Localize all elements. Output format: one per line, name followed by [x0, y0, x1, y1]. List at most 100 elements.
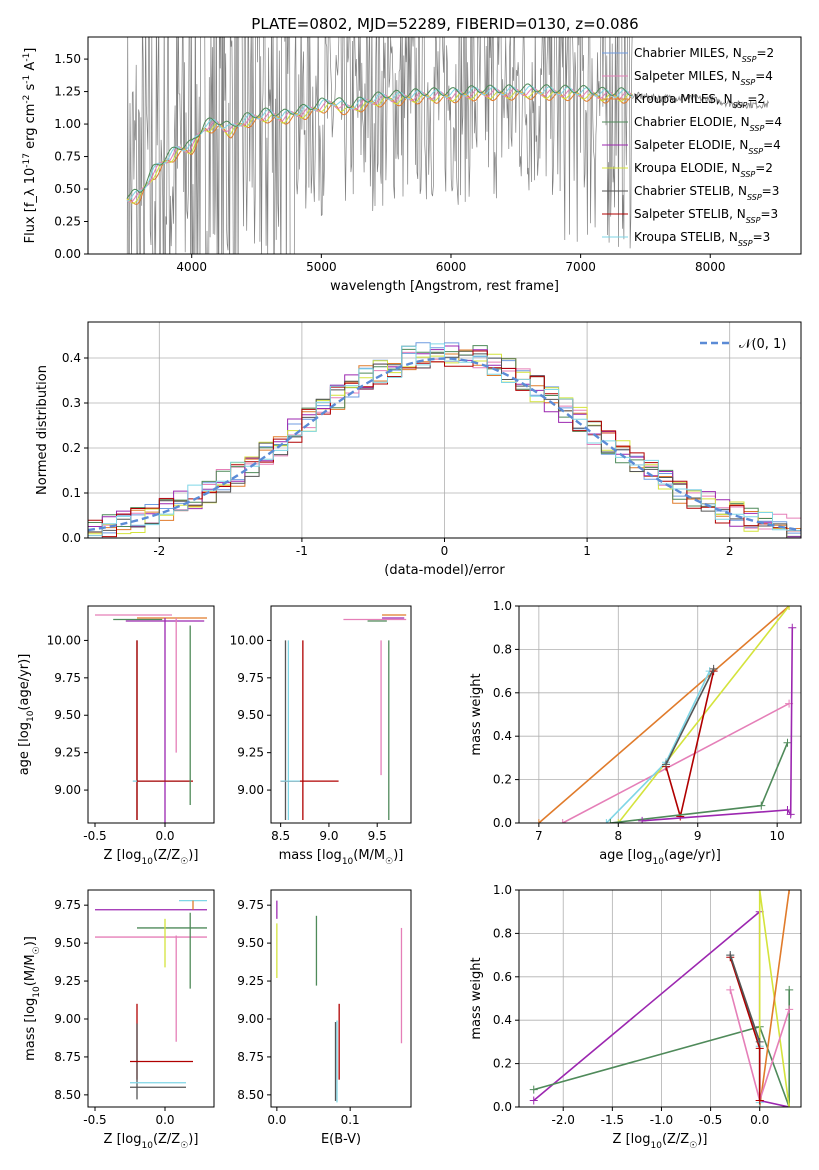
y-tick-label: 8.50 — [237, 1088, 264, 1102]
weight-line — [610, 742, 789, 823]
label-part: Chabrier STELIB, N — [634, 184, 747, 198]
x-tick-label: 0.0 — [750, 1113, 769, 1127]
x-tick-label: 10 — [770, 829, 785, 843]
x-tick-label: 9.0 — [319, 829, 338, 843]
label-part: SSP — [748, 147, 763, 156]
y-tick-label: 0.4 — [62, 351, 81, 365]
label-part: 10 — [342, 857, 354, 867]
spectrum-model-line — [126, 87, 633, 203]
panel-massweight-vs-Z: -2.0 -1.5 -1.0 -0.5 0.0 0.0 0.2 0.4 0.6 0.8 1.0 Z [… — [469, 883, 802, 1151]
residual-histogram — [88, 343, 801, 537]
y-tick-label: 0.4 — [493, 729, 512, 743]
label-part: Z [ — [104, 848, 122, 863]
weight-marker — [755, 1096, 764, 1105]
x-axis-label: Z [log10(Z/Z☉)] — [613, 1132, 708, 1151]
spectrum-model-line — [126, 85, 633, 202]
y-axis-label: mass weight — [469, 673, 484, 755]
weight-marker — [606, 819, 615, 823]
y-tick-label: 9.25 — [54, 974, 81, 988]
y-tick-label: 1.00 — [54, 117, 81, 131]
label-part: wavelength [Angstrom, rest frame] — [330, 279, 559, 294]
x-tick-label: 0 — [441, 544, 449, 558]
label-part: )] — [393, 848, 403, 863]
y-tick-label: 8.75 — [54, 1050, 81, 1064]
weight-marker — [602, 819, 611, 823]
y-axis-label: Normed distribution — [35, 365, 50, 495]
label-part: Salpeter ELODIE, N — [634, 138, 748, 152]
label-part: =3 — [762, 184, 780, 198]
y-tick-label: 9.75 — [54, 898, 81, 912]
label-part: age [ — [17, 742, 32, 775]
spectrum-data-tail — [632, 91, 769, 110]
x-tick-label: 0.0 — [155, 1113, 174, 1127]
weight-line — [538, 606, 790, 823]
label-part: 10 — [142, 857, 154, 867]
y-tick-label: 1.25 — [54, 85, 81, 99]
y-tick-label: 0.00 — [54, 247, 81, 261]
plot-area — [280, 614, 407, 821]
label-part: 10 — [651, 1141, 663, 1151]
label-part: 10 — [26, 710, 36, 722]
y-tick-label: 0.2 — [493, 1057, 512, 1071]
plot-area — [529, 890, 794, 1107]
weight-marker — [755, 890, 764, 894]
label-part: 10 — [652, 857, 664, 867]
label-part: =2 — [755, 161, 773, 175]
label-part: mass [ — [279, 848, 322, 863]
plot-area — [95, 899, 207, 1100]
y-tick-label: 9.75 — [237, 671, 264, 685]
label-part: age [ — [599, 848, 632, 863]
label-part: (M/M — [353, 848, 385, 863]
x-tick-label: 7 — [535, 829, 543, 843]
label-part: A — [23, 62, 38, 75]
x-tick-label: -1.5 — [601, 1113, 624, 1127]
label-part: Chabrier MILES, N — [634, 46, 742, 60]
y-tick-label: 0.8 — [493, 926, 512, 940]
label-part: -2 — [22, 95, 32, 104]
weight-marker — [785, 606, 794, 610]
label-part: SSP — [741, 78, 756, 87]
y-tick-label: 9.75 — [54, 671, 81, 685]
x-axis-label: Z [log10(Z/Z☉)] — [104, 1132, 199, 1151]
y-tick-label: 0.6 — [493, 970, 512, 984]
label-part: SSP — [738, 239, 753, 248]
label-part: Salpeter STELIB, N — [634, 207, 746, 221]
legend-entry: Kroupa STELIB, NSSP=3 — [634, 230, 770, 248]
label-part: (Z/Z — [662, 1132, 689, 1147]
y-tick-label: 0.6 — [493, 686, 512, 700]
y-tick-label: 8.75 — [237, 1050, 264, 1064]
y-tick-label: 1.50 — [54, 52, 81, 66]
y-tick-label: 9.50 — [237, 708, 264, 722]
y-tick-label: 1.0 — [493, 883, 512, 897]
panel-residuals: -2 -1 0 1 2 0.0 0.1 0.2 0.3 0.4 (data-model)/error… — [35, 321, 802, 578]
label-part: =4 — [764, 115, 782, 129]
x-axis-label: (data-model)/error — [384, 563, 505, 578]
label-part: Chabrier ELODIE, N — [634, 115, 750, 129]
axes-frame — [270, 889, 412, 1108]
y-tick-label: 9.25 — [237, 974, 264, 988]
legend-entry: Chabrier MILES, NSSP=2 — [634, 46, 774, 64]
figure-title: PLATE=0802, MJD=52289, FIBERID=0130, z=0… — [251, 15, 638, 33]
plot-area — [276, 900, 403, 1103]
label-part: (age/yr)] — [664, 848, 721, 863]
label-part: E(B-V) — [321, 1132, 361, 1147]
x-tick-label: -0.5 — [83, 1113, 106, 1127]
axes-frame — [518, 889, 802, 1108]
x-tick-label: 8.5 — [271, 829, 290, 843]
legend-entry: Salpeter STELIB, NSSP=3 — [634, 207, 778, 225]
x-tick-label: 7000 — [565, 260, 596, 274]
label-part: =3 — [753, 230, 771, 244]
y-tick-label: 0.2 — [62, 441, 81, 455]
y-axis-label: Flux [f_λ 10-17 erg cm-2 s-1 A-1] — [22, 48, 38, 244]
plot-area — [95, 614, 207, 823]
label-part: )] — [23, 936, 38, 946]
axes-frame — [518, 605, 802, 824]
weight-line — [533, 989, 790, 1107]
label-part: =4 — [755, 69, 773, 83]
y-tick-label: 0.4 — [493, 1013, 512, 1027]
label-part: ☉ — [180, 857, 188, 867]
y-axis-label: mass [log10(M/M☉)] — [23, 936, 42, 1061]
panel-mass-vs-ebv: 0.0 0.1 8.50 8.75 9.00 9.25 9.50 9.75 E(B-V) — [237, 889, 412, 1147]
axes-frame — [270, 605, 412, 824]
